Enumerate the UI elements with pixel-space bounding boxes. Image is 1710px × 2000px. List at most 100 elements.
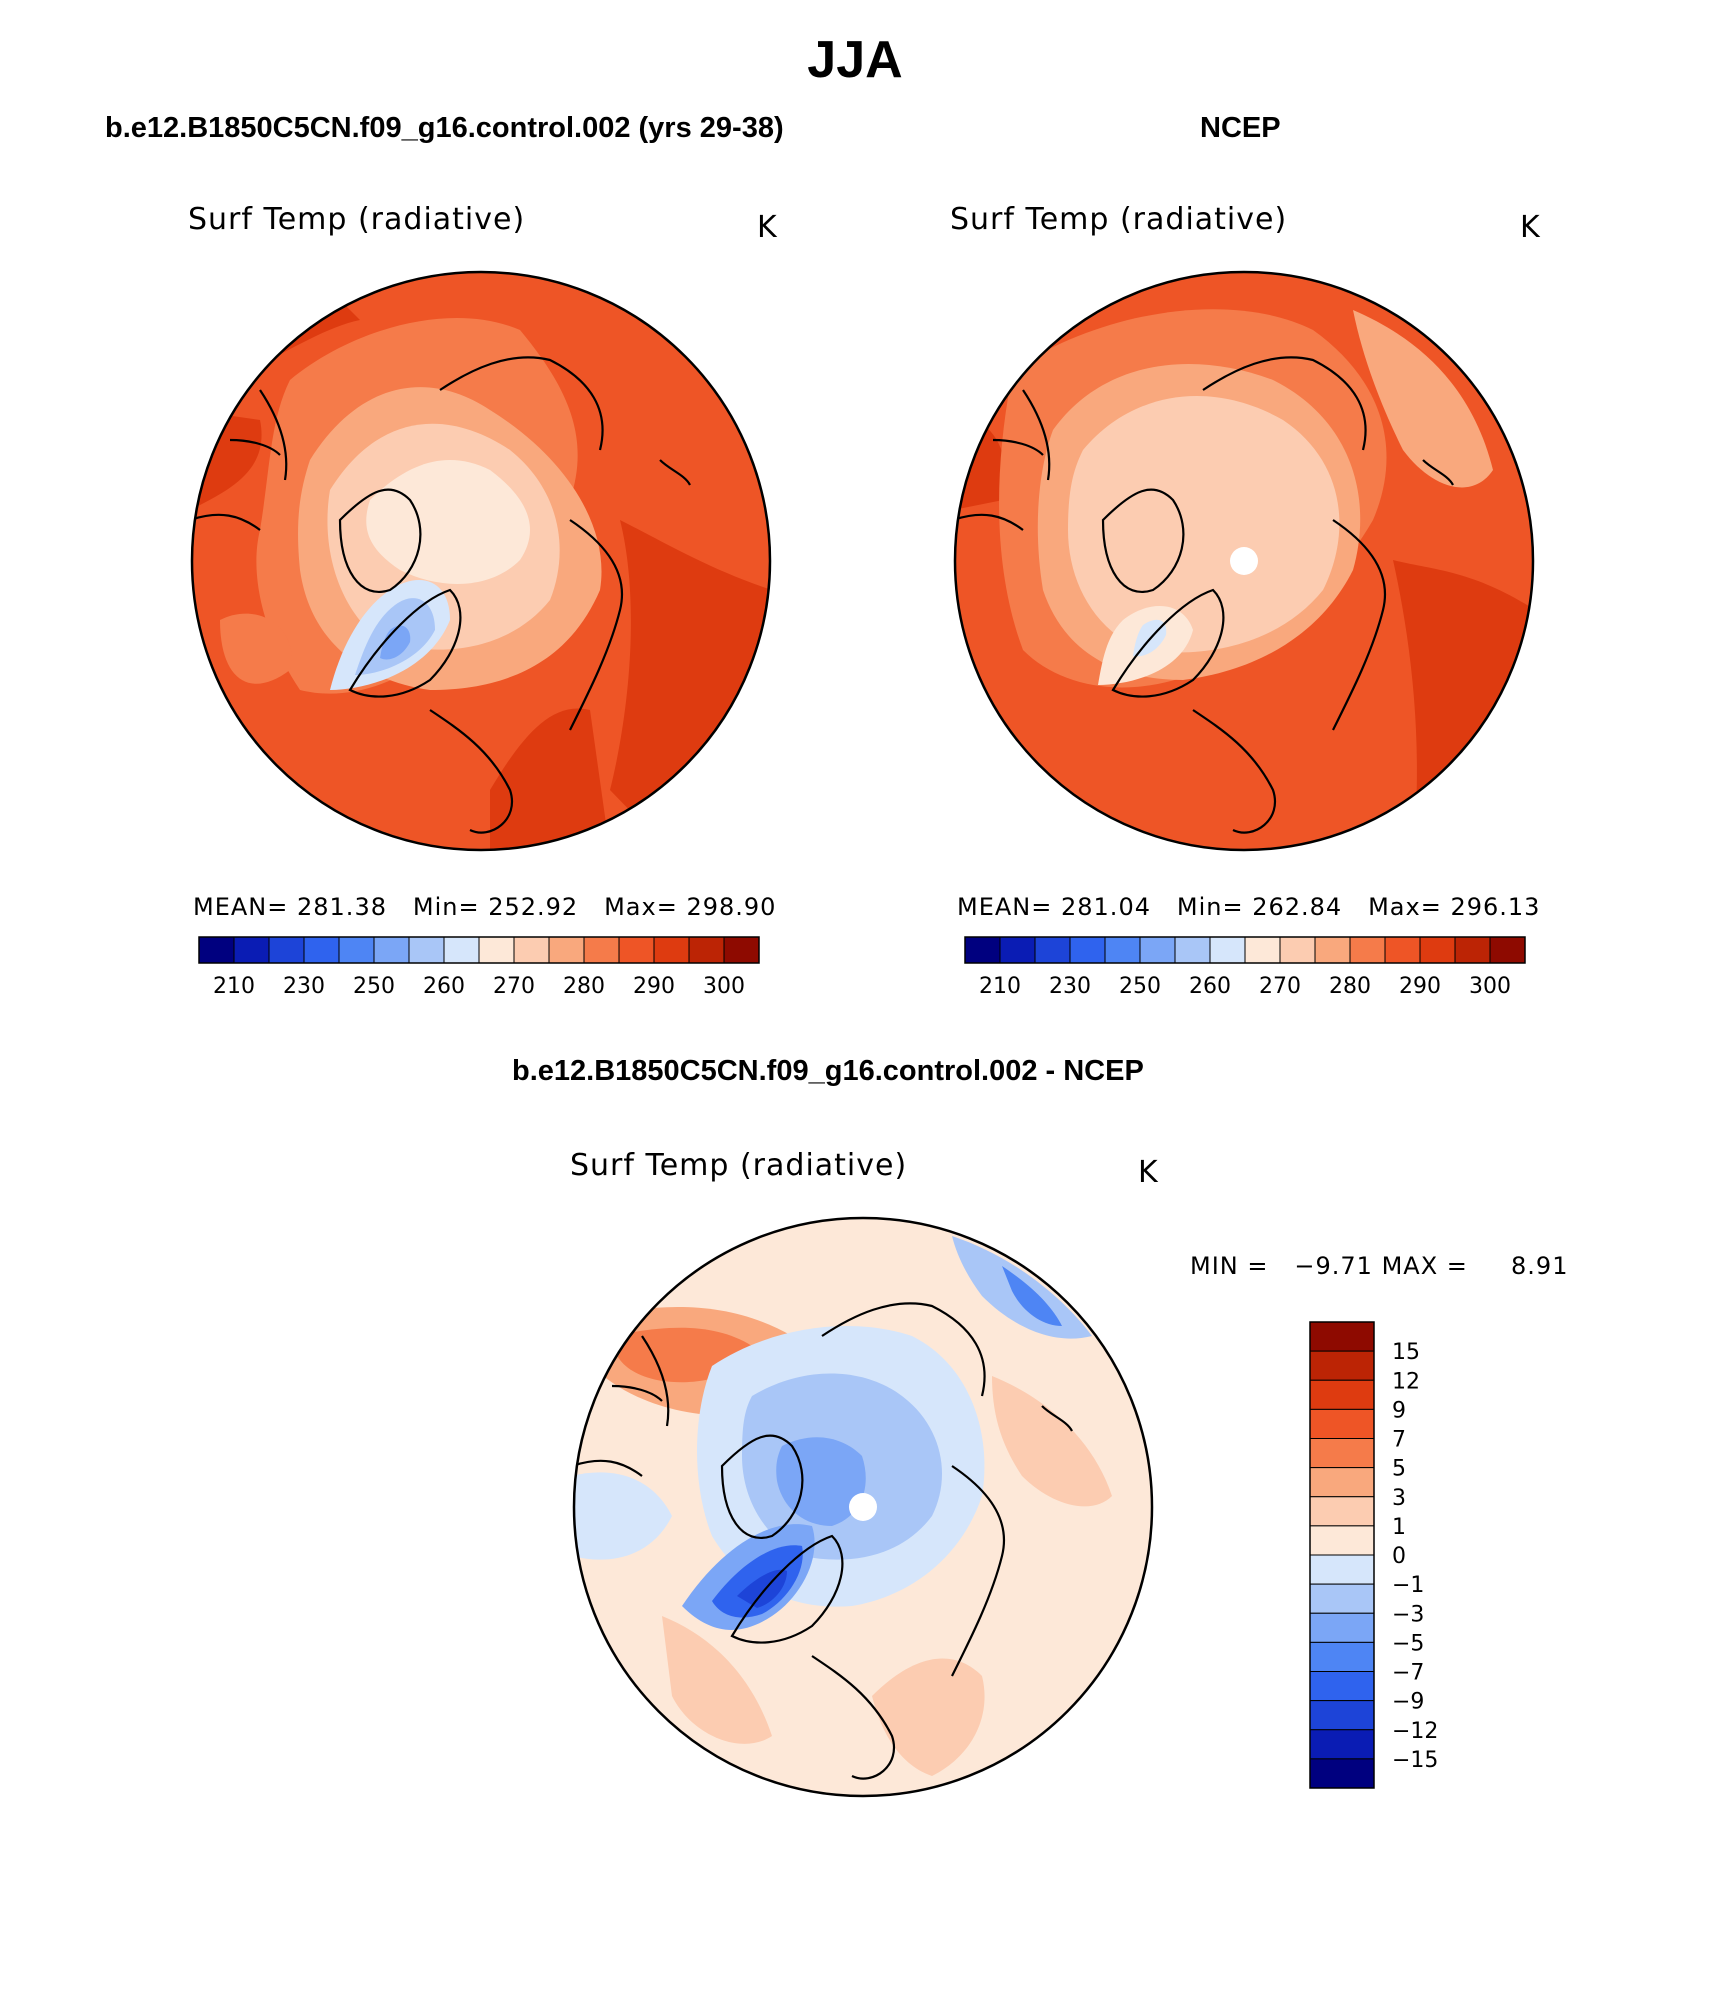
colorbar-swatch bbox=[618, 936, 655, 964]
colorbar-swatch bbox=[198, 936, 235, 964]
colorbar-swatch bbox=[1384, 936, 1421, 964]
mean-label: MEAN= bbox=[193, 893, 289, 921]
colorbar-tick-label: 290 bbox=[1399, 974, 1441, 999]
colorbar-swatch bbox=[1309, 1321, 1375, 1352]
colorbar-swatch bbox=[1309, 1438, 1375, 1469]
colorbar-swatch bbox=[688, 936, 725, 964]
colorbar-swatch bbox=[1419, 936, 1456, 964]
colorbar-swatch bbox=[1309, 1612, 1375, 1643]
colorbar-tick-label: 0 bbox=[1392, 1544, 1406, 1569]
min-value: −9.71 bbox=[1294, 1252, 1373, 1280]
colorbar-swatch bbox=[1309, 1583, 1375, 1614]
colorbar-swatch bbox=[1309, 1758, 1375, 1789]
colorbar-tick-label: 260 bbox=[423, 974, 465, 999]
mean-label: MEAN= bbox=[957, 893, 1053, 921]
colorbar-swatch bbox=[1309, 1496, 1375, 1527]
min-label: Min= bbox=[412, 893, 480, 921]
panel-2-units: K bbox=[1520, 210, 1541, 245]
colorbar-swatch bbox=[443, 936, 480, 964]
max-label: Max= bbox=[1368, 893, 1442, 921]
map-1-region-greenland-core bbox=[380, 625, 411, 660]
colorbar-tick-label: −7 bbox=[1392, 1661, 1424, 1686]
colorbar-swatch bbox=[1309, 1700, 1375, 1731]
colorbar-tick-label: 270 bbox=[493, 974, 535, 999]
colorbar-swatch bbox=[1034, 936, 1071, 964]
colorbar-tick-label: 15 bbox=[1392, 1340, 1420, 1365]
max-label: MAX = bbox=[1381, 1252, 1468, 1280]
colorbar-swatch bbox=[1349, 936, 1386, 964]
map-3-region-bering-cold bbox=[1002, 1266, 1062, 1326]
map-3-coastlines bbox=[574, 1302, 1073, 1780]
colorbar-swatch bbox=[548, 936, 585, 964]
colorbar-swatch bbox=[723, 936, 760, 964]
panel-3-field-label: Surf Temp (radiative) bbox=[570, 1148, 908, 1183]
colorbar-tick-label: −5 bbox=[1392, 1631, 1424, 1656]
colorbar-tick-label: −15 bbox=[1392, 1748, 1438, 1773]
colorbar-tick-label: 280 bbox=[1329, 974, 1371, 999]
colorbar-tick-label: 5 bbox=[1392, 1457, 1406, 1482]
map-2-pole-hole bbox=[1230, 547, 1258, 575]
colorbar-tick-label: 300 bbox=[703, 974, 745, 999]
min-value: 262.84 bbox=[1252, 893, 1343, 921]
colorbar-tick-label: −9 bbox=[1392, 1690, 1424, 1715]
colorbar-tick-label: 290 bbox=[633, 974, 675, 999]
colorbar-swatch bbox=[338, 936, 375, 964]
map-2-border bbox=[953, 270, 1535, 852]
panel-3-units: K bbox=[1138, 1155, 1159, 1190]
colorbar-swatch bbox=[1309, 1554, 1375, 1585]
colorbar-swatch bbox=[1309, 1379, 1375, 1410]
panel-2-title: NCEP bbox=[1200, 112, 1281, 144]
colorbar-tick-label: 230 bbox=[283, 974, 325, 999]
colorbar-swatch bbox=[268, 936, 305, 964]
colorbar-swatch bbox=[964, 936, 1001, 964]
panel-1-polar-map bbox=[190, 270, 772, 852]
colorbar-tick-label: −12 bbox=[1392, 1719, 1438, 1744]
colorbar-swatch bbox=[999, 936, 1036, 964]
map-1-coastlines bbox=[192, 356, 691, 834]
map-1-region-central-arctic bbox=[366, 460, 530, 584]
colorbar-tick-label: 300 bbox=[1469, 974, 1511, 999]
colorbar-swatch bbox=[1314, 936, 1351, 964]
panel-2-stats: MEAN= 281.04 Min= 262.84 Max= 296.13 bbox=[957, 893, 1540, 921]
colorbar-tick-label: 7 bbox=[1392, 1428, 1406, 1453]
colorbar-tick-label: −3 bbox=[1392, 1602, 1424, 1627]
colorbar-swatch bbox=[1104, 936, 1141, 964]
colorbar-swatch bbox=[1309, 1671, 1375, 1702]
map-2-region-pacific bbox=[1353, 310, 1493, 488]
map-1-border bbox=[190, 270, 772, 852]
panel-1-units: K bbox=[757, 210, 778, 245]
map-3-region-scandinavia-warm bbox=[872, 1658, 985, 1776]
colorbar-swatch bbox=[1244, 936, 1281, 964]
panel-3-title: b.e12.B1850C5CN.f09_g16.control.002 - NC… bbox=[512, 1055, 1144, 1087]
max-value: 8.91 bbox=[1511, 1252, 1569, 1280]
colorbar-tick-label: 270 bbox=[1259, 974, 1301, 999]
max-value: 298.90 bbox=[686, 893, 777, 921]
max-value: 296.13 bbox=[1450, 893, 1541, 921]
mean-value: 281.38 bbox=[297, 893, 387, 921]
colorbar-tick-label: 210 bbox=[213, 974, 255, 999]
colorbar-swatch bbox=[1069, 936, 1106, 964]
colorbar-swatch bbox=[1309, 1525, 1375, 1556]
panel-1-title: b.e12.B1850C5CN.f09_g16.control.002 (yrs… bbox=[105, 112, 784, 144]
panel-1-stats: MEAN= 281.38 Min= 252.92 Max= 298.90 bbox=[193, 893, 776, 921]
colorbar-swatch bbox=[1309, 1729, 1375, 1760]
map-3-region-europe-warm bbox=[662, 1616, 772, 1744]
map-3-region-kara-cool bbox=[574, 1472, 672, 1560]
min-label: Min= bbox=[1176, 893, 1244, 921]
panel-1-colorbar: 210 230 250 260 270 280 290 300 bbox=[198, 936, 760, 999]
page-title: JJA bbox=[807, 31, 903, 89]
colorbar-swatch bbox=[583, 936, 620, 964]
colorbar-swatch bbox=[1174, 936, 1211, 964]
colorbar-tick-label: 12 bbox=[1392, 1369, 1420, 1394]
colorbar-tick-label: 1 bbox=[1392, 1515, 1406, 1540]
max-label: Max= bbox=[604, 893, 678, 921]
panel-1-field-label: Surf Temp (radiative) bbox=[188, 202, 526, 237]
colorbar-tick-label: 210 bbox=[979, 974, 1021, 999]
colorbar-tick-label: 250 bbox=[1119, 974, 1161, 999]
panel-3-colorbar: 15 12 9 7 5 3 1 0 −1 −3 −5 −7 −9 −12 −15 bbox=[1309, 1321, 1438, 1789]
colorbar-swatch bbox=[1489, 936, 1526, 964]
colorbar-swatch bbox=[513, 936, 550, 964]
colorbar-swatch bbox=[233, 936, 270, 964]
map-2-region-arctic-ocean bbox=[1068, 396, 1340, 653]
colorbar-swatch bbox=[1309, 1641, 1375, 1672]
